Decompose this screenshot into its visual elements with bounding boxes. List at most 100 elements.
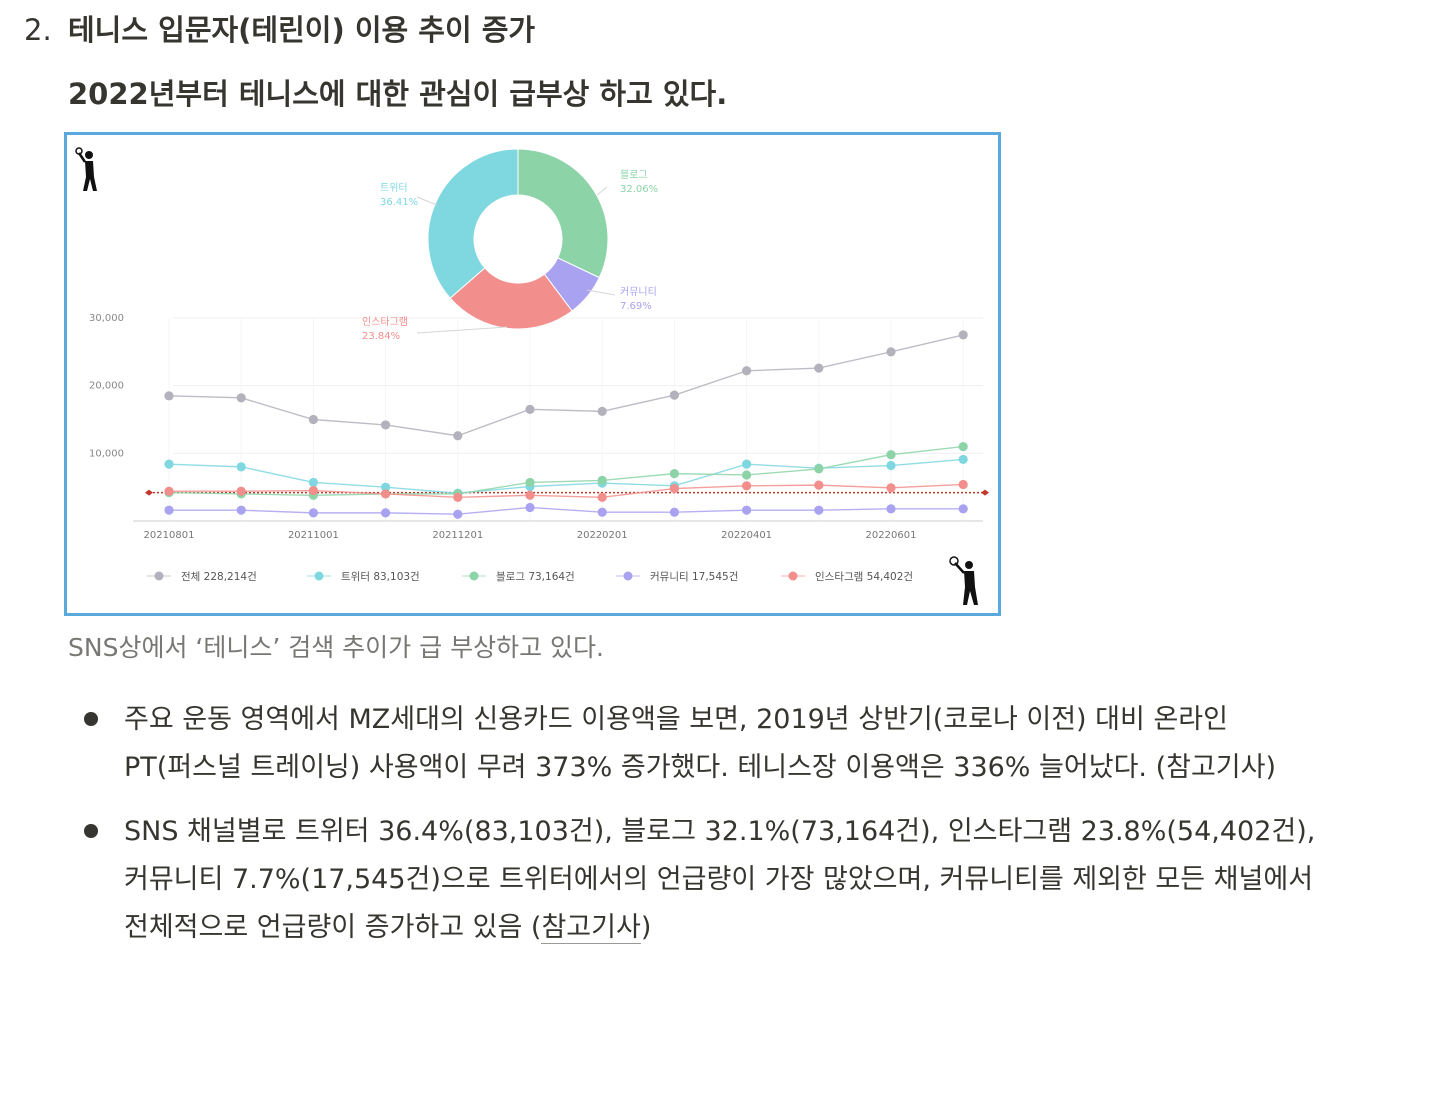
- bullet-line: PT(퍼스널 트레이닝) 사용액이 무려 373% 증가했다. 테니스장 이용액…: [124, 752, 1276, 783]
- data-point: [164, 391, 174, 401]
- data-point: [453, 509, 463, 519]
- section-heading: 2. 테니스 입문자(테린이) 이용 추이 증가: [24, 8, 535, 52]
- data-point: [886, 504, 896, 514]
- data-point: [308, 508, 318, 518]
- data-point: [814, 480, 824, 490]
- data-point: [814, 505, 824, 515]
- bullet-item: 주요 운동 영역에서 MZ세대의 신용카드 이용액을 보면, 2019년 상반기…: [84, 696, 1434, 792]
- data-point: [597, 406, 607, 416]
- data-point: [236, 486, 246, 496]
- y-tick-label: 20,000: [89, 381, 124, 392]
- data-point: [525, 404, 535, 414]
- series-line: [169, 506, 964, 515]
- data-point: [958, 454, 968, 465]
- heading-number: 2.: [24, 13, 52, 47]
- data-point: [381, 482, 391, 492]
- donut-slice: [449, 267, 573, 330]
- data-point: [525, 502, 535, 513]
- data-point: [669, 483, 680, 494]
- legend-label: 인스타그램 54,402건: [815, 571, 913, 583]
- bullet-line: SNS 채널별로 트위터 36.4%(83,103건), 블로그 32.1%(7…: [124, 816, 1316, 847]
- y-tick-label: 10,000: [89, 448, 124, 459]
- data-point: [958, 441, 968, 452]
- data-point: [742, 459, 752, 469]
- data-point: [308, 477, 318, 488]
- data-point: [164, 459, 174, 469]
- chart-legend: 전체 228,214건 트위터 83,103건 블로그 73,164건 커뮤니티 17…: [147, 570, 913, 583]
- data-point: [886, 483, 896, 493]
- data-point: [886, 347, 896, 357]
- data-point: [742, 366, 752, 376]
- data-point: [308, 485, 318, 496]
- donut-slice: [517, 148, 609, 279]
- legend-label: 전체 228,214건: [181, 571, 257, 583]
- bullet-line: 전체적으로 언급량이 증가하고 있음 (참고기사): [124, 904, 1434, 952]
- legend-label: 블로그 73,164건: [496, 571, 575, 583]
- data-point: [164, 486, 174, 496]
- series-line: [168, 458, 964, 494]
- legend-label: 트위터 83,103건: [341, 570, 420, 583]
- slice-percent-label: 23.84%: [362, 331, 400, 342]
- data-point: [164, 505, 174, 515]
- data-point: [597, 492, 607, 502]
- y-tick-label: 30,000: [89, 313, 124, 324]
- tennis-player-icon: [949, 556, 978, 605]
- data-point: [597, 507, 607, 517]
- reference-link[interactable]: 참고기사: [541, 912, 641, 944]
- bullet-dot: [84, 824, 98, 838]
- series-line: [168, 334, 964, 437]
- data-point: [886, 450, 896, 460]
- data-point: [308, 414, 318, 425]
- data-point: [669, 469, 680, 479]
- sns-trend-chart-image: 10,000 20,000 30,000 20210801 20211001 202112…: [64, 132, 1001, 616]
- slice-leader-line: [416, 326, 508, 334]
- slice-percent-label: 7.69%: [620, 301, 652, 312]
- x-tick-label: 20220601: [866, 530, 917, 541]
- legend-label: 커뮤니티 17,545건: [650, 571, 738, 583]
- data-point: [381, 420, 391, 430]
- data-point: [669, 507, 680, 517]
- slice-label: 트위터: [380, 181, 408, 194]
- subheading: 2022년부터 테니스에 대한 관심이 급부상 하고 있다.: [68, 77, 728, 111]
- legend-swatch-dot: [469, 571, 479, 581]
- data-point: [525, 490, 535, 500]
- series-line: [169, 483, 964, 499]
- legend-swatch-dot: [788, 571, 798, 581]
- data-point: [814, 363, 824, 373]
- bullet-dot: [84, 712, 98, 726]
- x-tick-label: 20211201: [432, 530, 483, 541]
- data-point: [958, 330, 968, 340]
- reference-marker: [981, 489, 989, 496]
- x-tick-label: 20210801: [144, 530, 195, 541]
- x-tick-label: 20220201: [577, 530, 628, 541]
- slice-percent-label: 36.41%: [380, 197, 418, 208]
- bullet-text: ): [640, 912, 652, 943]
- legend-swatch-dot: [154, 571, 164, 581]
- tennis-player-icon: [75, 147, 97, 191]
- slice-leader-line: [586, 289, 616, 296]
- bullet-list: 주요 운동 영역에서 MZ세대의 신용카드 이용액을 보면, 2019년 상반기…: [84, 696, 1434, 968]
- slice-leader-line: [416, 196, 438, 206]
- data-point: [886, 460, 896, 471]
- data-point: [669, 390, 680, 400]
- donut-chart: 블로그 32.06% 커뮤니티 7.69% 인스타그램 23.84% 트위터 36.41%: [362, 148, 658, 342]
- data-point: [381, 508, 391, 518]
- heading-text: 테니스 입문자(테린이) 이용 추이 증가: [68, 13, 536, 47]
- data-point: [597, 475, 607, 485]
- data-point: [236, 505, 246, 515]
- slice-label: 블로그: [620, 169, 648, 181]
- slice-leader-line: [596, 186, 608, 196]
- x-tick-label: 20211001: [288, 530, 339, 541]
- line-chart: 10,000 20,000 30,000 20210801 20211001 202112…: [89, 313, 989, 541]
- chart-svg: 10,000 20,000 30,000 20210801 20211001 202112…: [75, 147, 989, 605]
- data-point: [742, 481, 752, 491]
- data-point: [525, 477, 535, 488]
- donut-slice: [427, 148, 519, 299]
- bullet-line: 커뮤니티 7.7%(17,545건)으로 트위터에서의 언급량이 가장 많았으며…: [124, 864, 1314, 895]
- data-point: [453, 431, 463, 441]
- data-point: [958, 479, 968, 490]
- data-point: [236, 462, 246, 472]
- bullet-line: 주요 운동 영역에서 MZ세대의 신용카드 이용액을 보면, 2019년 상반기…: [124, 704, 1228, 735]
- data-point: [742, 470, 752, 480]
- x-tick-label: 20220401: [721, 530, 772, 541]
